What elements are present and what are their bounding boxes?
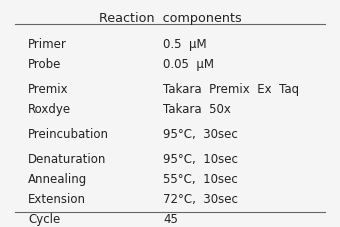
Text: 95°C,  10sec: 95°C, 10sec bbox=[163, 153, 238, 166]
Text: Premix: Premix bbox=[28, 83, 69, 96]
Text: 95°C,  30sec: 95°C, 30sec bbox=[163, 128, 238, 141]
Text: Probe: Probe bbox=[28, 58, 62, 71]
Text: Extension: Extension bbox=[28, 192, 86, 205]
Text: 55°C,  10sec: 55°C, 10sec bbox=[163, 173, 238, 185]
Text: Roxdye: Roxdye bbox=[28, 102, 71, 115]
Text: Takara  50x: Takara 50x bbox=[163, 102, 231, 115]
Text: 45: 45 bbox=[163, 212, 178, 225]
Text: Denaturation: Denaturation bbox=[28, 153, 107, 166]
Text: Preincubation: Preincubation bbox=[28, 128, 109, 141]
Text: Annealing: Annealing bbox=[28, 173, 88, 185]
Text: 72°C,  30sec: 72°C, 30sec bbox=[163, 192, 238, 205]
Text: Reaction  components: Reaction components bbox=[99, 12, 241, 25]
Text: Primer: Primer bbox=[28, 38, 67, 51]
Text: 0.05  μM: 0.05 μM bbox=[163, 58, 214, 71]
Text: Takara  Premix  Ex  Taq: Takara Premix Ex Taq bbox=[163, 83, 300, 96]
Text: 0.5  μM: 0.5 μM bbox=[163, 38, 207, 51]
Text: Cycle: Cycle bbox=[28, 212, 61, 225]
